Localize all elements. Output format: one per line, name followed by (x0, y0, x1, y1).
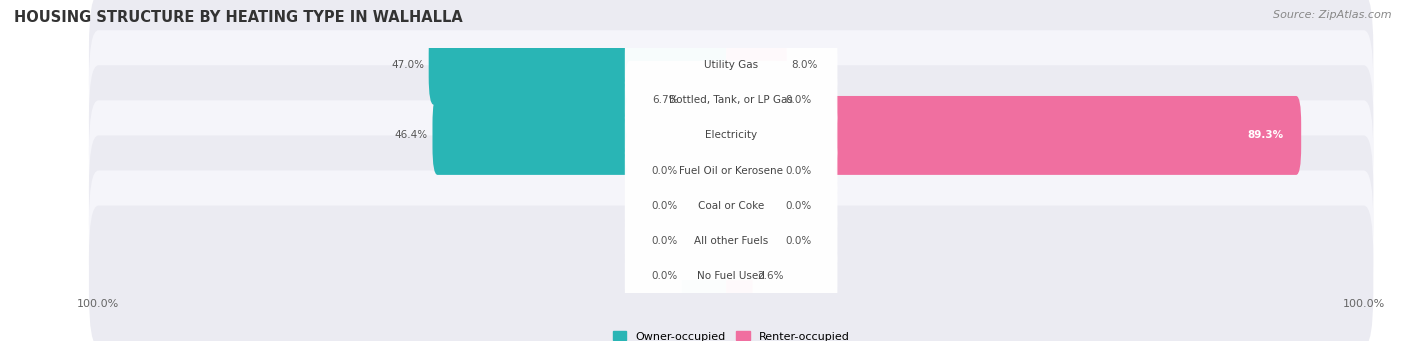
Text: All other Fuels: All other Fuels (695, 236, 768, 246)
Text: 2.6%: 2.6% (756, 271, 783, 281)
FancyBboxPatch shape (429, 26, 737, 105)
FancyBboxPatch shape (725, 61, 780, 140)
Text: 47.0%: 47.0% (391, 60, 425, 70)
Text: Source: ZipAtlas.com: Source: ZipAtlas.com (1274, 10, 1392, 20)
FancyBboxPatch shape (683, 61, 737, 140)
FancyBboxPatch shape (624, 26, 838, 105)
FancyBboxPatch shape (89, 135, 1374, 276)
Text: Utility Gas: Utility Gas (704, 60, 758, 70)
FancyBboxPatch shape (89, 170, 1374, 311)
Text: 8.0%: 8.0% (792, 60, 818, 70)
Text: 0.0%: 0.0% (785, 95, 811, 105)
FancyBboxPatch shape (725, 236, 752, 315)
FancyBboxPatch shape (682, 236, 737, 315)
FancyBboxPatch shape (624, 61, 838, 140)
FancyBboxPatch shape (624, 166, 838, 245)
FancyBboxPatch shape (89, 65, 1374, 206)
FancyBboxPatch shape (89, 100, 1374, 241)
Text: 46.4%: 46.4% (395, 130, 427, 140)
Text: 0.0%: 0.0% (651, 165, 678, 176)
FancyBboxPatch shape (624, 201, 838, 280)
FancyBboxPatch shape (725, 131, 780, 210)
Legend: Owner-occupied, Renter-occupied: Owner-occupied, Renter-occupied (613, 331, 849, 341)
Text: Coal or Coke: Coal or Coke (697, 201, 765, 211)
Text: 0.0%: 0.0% (785, 165, 811, 176)
Text: Electricity: Electricity (704, 130, 758, 140)
FancyBboxPatch shape (89, 0, 1374, 135)
FancyBboxPatch shape (725, 96, 1301, 175)
FancyBboxPatch shape (89, 206, 1374, 341)
Text: 0.0%: 0.0% (651, 236, 678, 246)
Text: Fuel Oil or Kerosene: Fuel Oil or Kerosene (679, 165, 783, 176)
FancyBboxPatch shape (89, 30, 1374, 170)
FancyBboxPatch shape (682, 166, 737, 245)
FancyBboxPatch shape (725, 166, 780, 245)
Text: Bottled, Tank, or LP Gas: Bottled, Tank, or LP Gas (669, 95, 793, 105)
Text: 0.0%: 0.0% (785, 236, 811, 246)
FancyBboxPatch shape (682, 131, 737, 210)
FancyBboxPatch shape (624, 96, 838, 175)
FancyBboxPatch shape (433, 96, 737, 175)
FancyBboxPatch shape (624, 131, 838, 210)
FancyBboxPatch shape (725, 201, 780, 280)
Text: 6.7%: 6.7% (652, 95, 679, 105)
Text: 89.3%: 89.3% (1247, 130, 1284, 140)
Text: HOUSING STRUCTURE BY HEATING TYPE IN WALHALLA: HOUSING STRUCTURE BY HEATING TYPE IN WAL… (14, 10, 463, 25)
Text: 0.0%: 0.0% (651, 201, 678, 211)
FancyBboxPatch shape (725, 26, 787, 105)
Text: 0.0%: 0.0% (785, 201, 811, 211)
FancyBboxPatch shape (624, 236, 838, 315)
FancyBboxPatch shape (682, 201, 737, 280)
Text: 0.0%: 0.0% (651, 271, 678, 281)
Text: No Fuel Used: No Fuel Used (697, 271, 765, 281)
